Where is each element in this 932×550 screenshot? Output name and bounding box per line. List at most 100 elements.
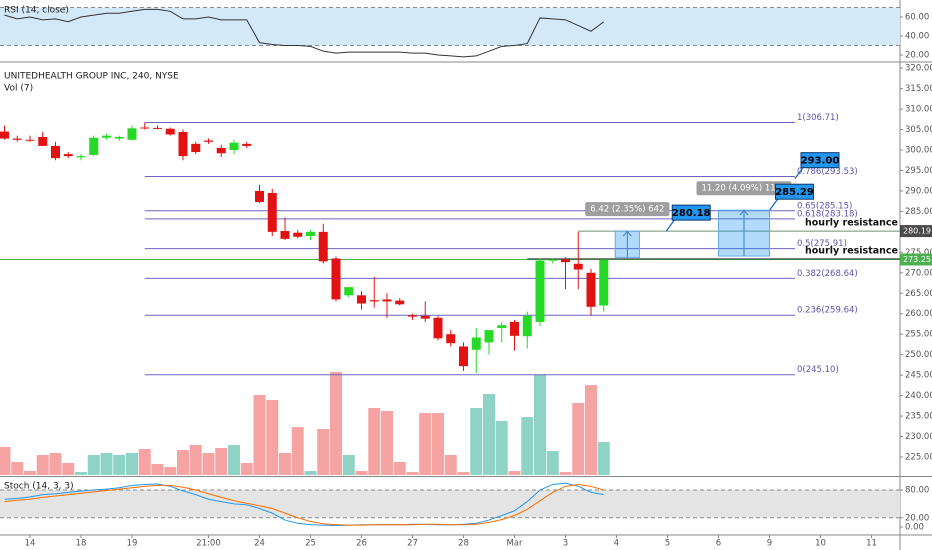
- candle-body: [114, 136, 124, 139]
- candle-body: [0, 131, 9, 139]
- x-tick-label: 3: [563, 539, 568, 549]
- price-tag-label: 280.19: [903, 227, 931, 236]
- measure-label-bg: [585, 202, 670, 217]
- volume-bar: [189, 445, 202, 475]
- y-tick-label: 290.00: [905, 186, 932, 196]
- y-tick-label: 20.00: [905, 513, 929, 523]
- volume-bar: [508, 471, 521, 475]
- candle-body: [25, 139, 35, 141]
- x-tick-label: 28: [458, 539, 469, 549]
- volume-bar: [253, 395, 266, 475]
- rsi-line: [4, 8, 605, 58]
- volume-bar: [534, 375, 546, 475]
- volume-bar: [279, 453, 291, 475]
- candle-body: [229, 142, 239, 151]
- volume-bar: [559, 472, 572, 475]
- candle-body: [522, 315, 532, 337]
- callout-box: [800, 152, 840, 169]
- callout-box: [775, 183, 814, 200]
- candle-body: [561, 259, 570, 263]
- candle-body: [280, 231, 290, 239]
- candle-body: [38, 136, 48, 146]
- candle-body: [293, 232, 303, 237]
- candle-body: [178, 131, 188, 157]
- volume-bar: [240, 463, 253, 475]
- x-tick-label: 14: [25, 539, 36, 549]
- callout-label: 285.29: [775, 187, 814, 198]
- measure-label: 6.42 (2.35%) 642: [590, 205, 664, 215]
- volume-bar: [546, 451, 559, 475]
- y-tick-label: 305.00: [905, 125, 932, 135]
- volume-bar: [49, 453, 62, 475]
- fib-label: 0(245.10): [797, 365, 839, 375]
- volume-bar: [381, 411, 393, 475]
- candle-body: [51, 145, 60, 159]
- x-tick-label: Mar: [506, 539, 523, 549]
- y-tick-label: 310.00: [905, 105, 932, 115]
- candle-body: [267, 192, 277, 232]
- y-tick-label: 315.00: [905, 84, 932, 94]
- candle-body: [242, 143, 252, 146]
- candle-body: [357, 295, 366, 304]
- volume-bar: [355, 471, 368, 475]
- candle-body: [102, 135, 111, 138]
- candle-body: [344, 287, 354, 296]
- price-tag: [900, 253, 932, 266]
- candle-body: [12, 138, 22, 140]
- x-tick-label: 25: [305, 539, 316, 549]
- x-tick-label: 27: [407, 539, 418, 549]
- candle-body: [331, 258, 341, 300]
- y-tick-label: 260.00: [905, 309, 932, 319]
- x-tick-label: 5: [665, 539, 670, 549]
- callout-box: [671, 204, 711, 221]
- volume-bar: [393, 462, 406, 475]
- volume-bar: [75, 472, 87, 475]
- volume-bar: [62, 463, 75, 475]
- fib-label: 0.65(285.15): [797, 201, 852, 211]
- candle-body: [497, 325, 507, 329]
- x-tick-label: 19: [127, 539, 138, 549]
- candle-body: [255, 190, 264, 202]
- candle-body: [459, 346, 468, 367]
- volume-bar: [406, 472, 419, 475]
- volume-bar: [342, 455, 355, 475]
- band: [0, 7, 900, 46]
- callout-label: 280.18: [672, 208, 711, 219]
- volume-bar: [470, 408, 483, 475]
- volume-bar: [164, 467, 177, 475]
- fib-label: 0.5(275.91): [797, 239, 847, 249]
- y-tick-label: 230.00: [905, 432, 932, 442]
- y-tick-label: 225.00: [905, 452, 932, 462]
- volume-bar: [215, 448, 228, 475]
- y-tick-label: 295.00: [905, 166, 932, 176]
- candle-body: [89, 137, 99, 155]
- chart-subtitle: Vol (7): [4, 84, 33, 94]
- y-tick-label: 320.00: [905, 64, 932, 74]
- candle-body: [318, 231, 328, 262]
- x-tick-label: 9: [767, 539, 772, 549]
- volume-bar: [228, 445, 240, 475]
- candle-body: [382, 299, 392, 302]
- volume-bar: [457, 472, 470, 475]
- candle-body: [204, 140, 213, 142]
- volume-bar: [151, 464, 164, 475]
- callout-pointer: [794, 167, 804, 180]
- volume-bar: [521, 417, 534, 475]
- candle-body: [369, 300, 379, 302]
- measure-label-bg: [696, 181, 792, 196]
- volume-bar: [202, 453, 215, 475]
- fib-label: 0.786(293.53): [797, 167, 858, 177]
- candle-body: [510, 321, 519, 336]
- candle-body: [165, 128, 175, 135]
- candle-body: [395, 300, 405, 305]
- y-tick-label: 270.00: [905, 268, 932, 278]
- x-tick-label: 21:00: [196, 539, 221, 549]
- y-tick-label: 275.00: [905, 248, 932, 258]
- volume-bar: [0, 447, 11, 475]
- y-tick-label: 20.00: [905, 50, 929, 60]
- volume-bar: [126, 453, 138, 475]
- price-tag: [900, 225, 932, 238]
- volume-bar: [291, 427, 304, 475]
- candle-body: [140, 127, 150, 129]
